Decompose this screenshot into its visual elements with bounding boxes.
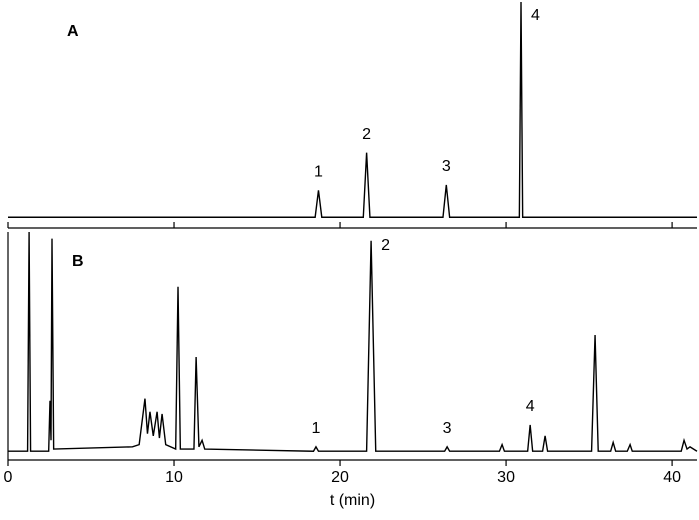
x-axis-title: t (min) [330, 492, 375, 509]
panel-label: A [67, 23, 79, 40]
panel-label: B [72, 253, 84, 270]
peak-label: 3 [442, 158, 451, 175]
peak-label: 3 [443, 420, 452, 437]
peak-label: 2 [362, 126, 371, 143]
x-tick-label: 20 [331, 469, 349, 486]
peak-label: 1 [312, 420, 321, 437]
peak-label: 1 [314, 164, 323, 181]
x-tick-label: 40 [663, 469, 681, 486]
peak-label: 4 [526, 398, 535, 415]
chromatogram-trace [8, 231, 698, 452]
x-tick-label: 10 [165, 469, 183, 486]
x-tick-label: 0 [4, 469, 13, 486]
peak-label: 2 [381, 237, 390, 254]
chromatogram-trace [8, 1, 697, 218]
x-tick-label: 30 [497, 469, 515, 486]
peak-label: 4 [531, 7, 540, 24]
